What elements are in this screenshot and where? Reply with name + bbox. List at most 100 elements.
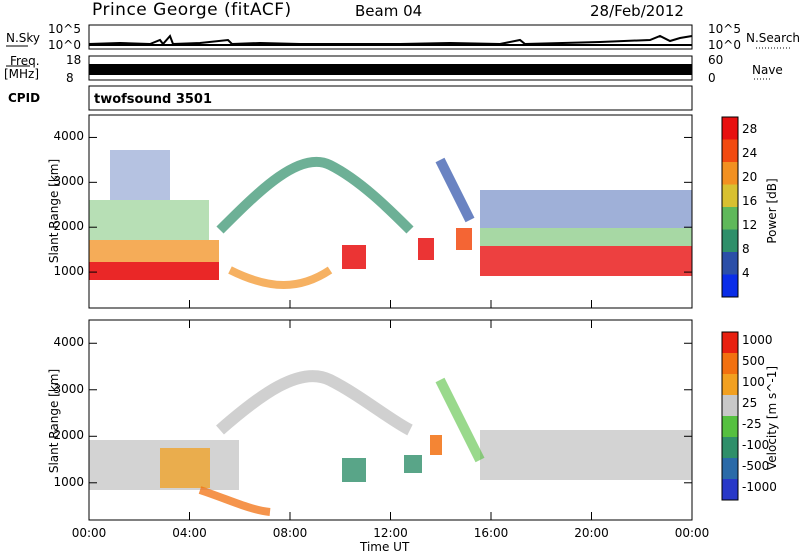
velocity-echo-patch-3 (430, 435, 442, 455)
velocity-colorbar-segment-6 (722, 353, 738, 374)
velocity-colorbar-tick-5: -100 (742, 438, 770, 452)
time-xtick-label-4: 16:00 (473, 526, 509, 540)
velocity-colorbar-tick-6: -500 (742, 459, 770, 473)
velocity-colorbar-tick-2: 100 (742, 375, 765, 389)
nsky-tick-high: 10^5 (48, 22, 81, 36)
power-colorbar-segment-1 (722, 252, 738, 275)
power-colorbar-frame (721, 116, 739, 298)
velocity-colorbar-segment-2 (722, 437, 738, 458)
velocity-colorbar-segment-5 (722, 374, 738, 395)
power-ylabel: Slant Range [km] (47, 158, 61, 264)
time-xlabel: Time UT (360, 540, 410, 554)
power-echo-band-right (480, 246, 692, 276)
power-echo-arc (216, 156, 414, 234)
velocity-y-ticks (89, 342, 692, 484)
power-colorbar (721, 116, 739, 298)
power-echo-band-top (89, 200, 209, 240)
velocity-echo-patch-2 (404, 455, 422, 473)
velocity-echo-patch-orange (160, 448, 210, 488)
velocity-colorbar (721, 331, 739, 501)
power-colorbar-segment-4 (722, 184, 738, 207)
velocity-colorbar-segment-1 (722, 458, 738, 479)
time-xtick-label-2: 08:00 (272, 526, 308, 540)
velocity-ytick-label-1: 2000 (53, 428, 84, 443)
nsky-tick-low: 10^0 (48, 38, 81, 52)
station-title: Prince George (fitACF) (92, 0, 292, 20)
velocity-colorbar-segment-7 (722, 332, 738, 353)
freq-tick-low: 8 (66, 71, 74, 85)
velocity-colorbar-tick-1: 500 (742, 354, 765, 368)
velocity-colorbar-tick-7: -1000 (742, 480, 777, 494)
time-xtick-label-0: 00:00 (71, 526, 107, 540)
power-echo-scatter-right (480, 190, 692, 228)
nave-label: Nave (752, 63, 783, 77)
velocity-echo-band-right (480, 430, 692, 480)
power-colorbar-segment-0 (722, 274, 738, 297)
velocity-ylabel: Slant Range [km] (47, 368, 61, 474)
power-echoes (89, 150, 692, 289)
power-echo-band-main (89, 262, 219, 280)
cpid-value: twofsound 3501 (94, 92, 213, 107)
power-colorbar-tick-1: 8 (742, 242, 750, 256)
power-y-ticks (89, 136, 692, 273)
beam-title: Beam 04 (355, 2, 423, 20)
freq-band (89, 64, 692, 75)
nave-tick-high: 60 (708, 53, 724, 67)
power-colorbar-segment-2 (722, 229, 738, 252)
power-colorbar-segment-6 (722, 139, 738, 162)
power-echo-scatter-left (110, 150, 170, 200)
velocity-colorbar-tick-3: 25 (742, 396, 758, 410)
time-xtick-label-1: 04:00 (172, 526, 207, 540)
velocity-colorbar-tick-4: -25 (742, 417, 762, 431)
velocity-colorbar-segment-3 (722, 416, 738, 437)
power-colorbar-segment-7 (722, 117, 738, 140)
nsky-trace (88, 34, 693, 46)
power-echo-patch-1 (342, 245, 366, 269)
cpid-frame (88, 85, 693, 111)
velocity-x-ticks (88, 320, 693, 520)
power-echo-trail (435, 157, 475, 223)
velocity-colorbar-segment-0 (722, 479, 738, 500)
power-ytick-label-2: 3000 (53, 174, 84, 189)
velocity-colorbar-tick-0: 1000 (742, 333, 773, 347)
velocity-ytick-label-3: 4000 (53, 335, 84, 350)
power-echo-patch-3 (456, 228, 472, 250)
velocity-ytick-label-2: 3000 (53, 381, 84, 396)
power-echo-lower-arc (228, 266, 333, 289)
velocity-echoes (89, 370, 692, 516)
power-colorbar-tick-3: 16 (742, 194, 758, 208)
freq-label: Freq. (10, 54, 40, 68)
velocity-echo-arc (216, 370, 413, 436)
velocity-panel (88, 319, 693, 521)
date-title: 28/Feb/2012 (590, 2, 684, 20)
power-ytick-label-3: 4000 (53, 129, 84, 144)
power-x-ticks (88, 300, 693, 308)
velocity-echo-patch-1 (342, 458, 366, 482)
power-colorbar-tick-5: 24 (742, 146, 758, 160)
velocity-ytick-label-0: 1000 (53, 474, 84, 489)
nsky-right-tick-low: 10^0 (708, 38, 741, 52)
velocity-echo-trail (435, 377, 485, 463)
time-xtick-label-6: 00:00 (674, 526, 710, 540)
power-echo-patch-2 (418, 238, 434, 260)
nave-tick-low: 0 (708, 71, 716, 85)
power-echo-band-upper (89, 240, 219, 262)
nsky-label: N.Sky (6, 31, 41, 45)
power-panel (88, 114, 693, 309)
power-colorbar-segment-3 (722, 207, 738, 230)
cpid-label: CPID (8, 91, 41, 105)
time-xtick-label-5: 20:00 (574, 526, 609, 540)
power-echo-band-right-upper (480, 228, 692, 246)
velocity-echo-tail (198, 486, 271, 516)
velocity-colorbar-segment-4 (722, 395, 738, 416)
power-colorbar-tick-4: 20 (742, 170, 758, 184)
freq-unit: [MHz] (4, 67, 40, 81)
power-ytick-label-1: 2000 (53, 219, 84, 234)
nsearch-label: N.Search (746, 31, 800, 45)
nsky-right-tick-high: 10^5 (708, 22, 741, 36)
velocity-colorbar-frame (721, 331, 739, 501)
power-colorbar-tick-0: 4 (742, 266, 750, 280)
power-colorbar-tick-6: 28 (742, 122, 758, 136)
power-colorbar-label: Power [dB] (765, 178, 779, 244)
